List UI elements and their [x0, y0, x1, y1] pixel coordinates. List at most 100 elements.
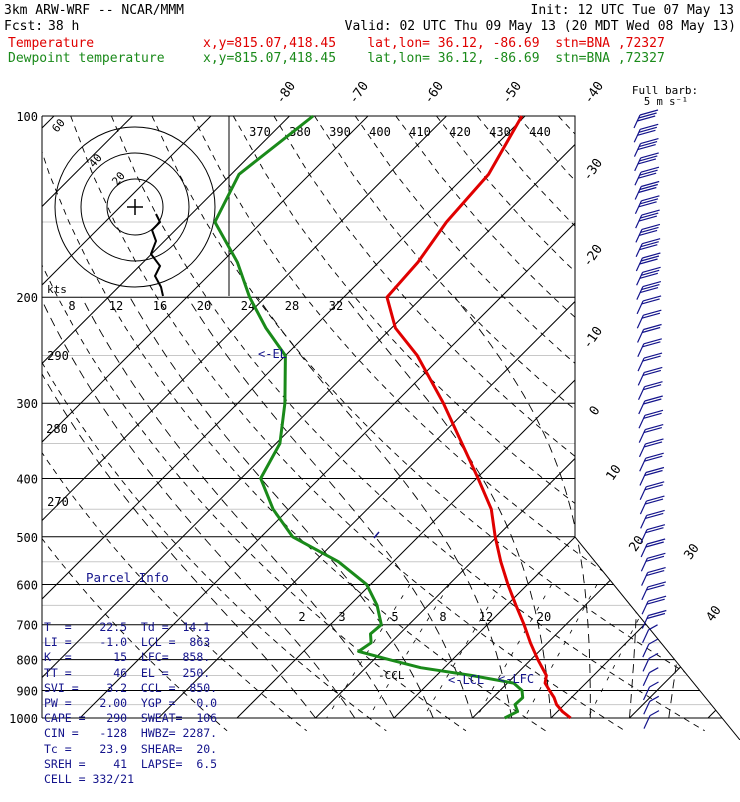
mixing-ratio-label: 20	[537, 610, 551, 624]
wind-barb-staff	[638, 372, 644, 385]
parcel-info-row: SREH = 41 LAPSE= 6.5	[44, 757, 230, 772]
wind-barb-flag	[639, 156, 657, 161]
hodograph-speed-label: 12	[109, 299, 123, 313]
wind-barb-flag	[644, 353, 662, 358]
wind-barb-flag	[640, 213, 658, 218]
wind-barb-flag	[641, 227, 659, 232]
wind-barb-staff	[636, 215, 642, 228]
wind-barb-staff	[637, 272, 643, 285]
moist-adiabat-line	[580, 297, 638, 718]
wind-barb-staff	[643, 644, 649, 657]
wind-barb-staff	[642, 573, 648, 586]
theta-label: 370	[249, 125, 271, 139]
wind-barb-flag	[650, 682, 659, 687]
hodograph-ring-label: 20	[109, 169, 127, 188]
wind-barb-flag	[638, 173, 656, 178]
wind-barb-flag	[638, 145, 656, 150]
theta-label: 290	[47, 349, 69, 363]
pressure-tick-label: 800	[16, 654, 38, 668]
ccl-marker: -CCL	[378, 669, 405, 682]
wind-barb-flag	[639, 202, 657, 207]
wind-barb-flag	[644, 339, 662, 344]
mixing-ratio-label: 2	[298, 610, 305, 624]
wind-barb-staff	[639, 387, 645, 400]
wind-barb-flag	[649, 668, 658, 673]
wind-barb-staff	[643, 630, 649, 643]
wind-barb-flag	[642, 328, 660, 333]
wind-barb-flag	[645, 396, 663, 401]
wind-barb-flag	[641, 256, 659, 261]
wind-barb-flag	[641, 167, 659, 172]
isotherm-label: -80	[273, 79, 299, 107]
isotherm-label: -10	[580, 324, 606, 352]
wind-barb-flag	[640, 139, 658, 144]
wind-barb-flag	[644, 413, 662, 418]
wind-barb-flag	[644, 442, 662, 447]
wind-barb-flag	[647, 525, 665, 530]
dry-adiabat-line	[436, 116, 740, 731]
wind-barb-flag	[640, 199, 658, 204]
wind-barb-flag	[643, 356, 661, 361]
wind-barb-staff	[636, 258, 642, 271]
wind-barb-staff	[635, 201, 641, 214]
dry-adiabat-line	[152, 116, 740, 731]
parcel-info-row: CELL = 332/21	[44, 772, 230, 787]
wind-barb-staff	[639, 430, 645, 443]
isotherm-label: 0	[587, 403, 604, 418]
isotherm-line	[394, 116, 740, 718]
dry-adiabat-line	[477, 116, 740, 731]
dry-adiabat-line	[396, 116, 740, 731]
theta-label: 410	[409, 125, 431, 139]
hodograph-units-label: kts	[47, 283, 67, 296]
pressure-tick-label: 700	[16, 619, 38, 633]
dry-adiabat-line	[640, 116, 740, 731]
wind-barb-flag	[642, 253, 660, 258]
parcel-info-row: CAPE = 290 SWEAT= 106	[44, 711, 230, 726]
wind-barb-flag	[646, 468, 664, 473]
wind-barb-staff	[634, 144, 640, 157]
wind-barb-flag	[639, 142, 657, 147]
wind-barb-flag	[647, 510, 665, 515]
mixing-ratio-label: 3	[338, 610, 345, 624]
pressure-tick-label: 100	[16, 110, 38, 124]
wind-barb-staff	[638, 358, 644, 371]
mixing-ratio-label: 8	[439, 610, 446, 624]
wind-barb-flag	[644, 325, 662, 330]
theta-label: 420	[449, 125, 471, 139]
hodograph-speed-label: 8	[68, 299, 75, 313]
isotherm-label: 40	[703, 603, 724, 624]
theta-label: 270	[47, 495, 69, 509]
dewpoint-line	[215, 116, 523, 718]
isotherm-line	[708, 116, 740, 718]
moist-adiabat-line	[669, 297, 702, 718]
parcel-info-row: T = 22.5 Td = 14.1	[44, 620, 230, 635]
hodograph-speed-label: 28	[285, 299, 299, 313]
mixing-ratio-line	[423, 584, 501, 718]
wind-barb-flag	[644, 367, 662, 372]
wind-barb-flag	[638, 188, 656, 193]
wind-barb-staff	[639, 444, 645, 457]
mixing-ratio-label: 5	[391, 610, 398, 624]
parcel-info-title: Parcel Info	[44, 570, 230, 585]
wind-barb-flag	[645, 485, 663, 490]
wind-barb-flag	[650, 711, 659, 716]
pressure-tick-label: 500	[16, 531, 38, 545]
isotherm-label: -60	[421, 79, 447, 107]
theta-label: 400	[369, 125, 391, 139]
wind-barb-flag	[643, 267, 661, 272]
wind-barb-flag	[643, 282, 661, 287]
mixing-ratio-label: 12	[479, 610, 493, 624]
wind-barb-flag	[639, 230, 657, 235]
wind-barb-staff	[636, 229, 642, 242]
wind-barb-flag	[646, 528, 664, 533]
wind-barb-flag	[645, 471, 663, 476]
dry-adiabat-line	[558, 116, 740, 731]
parcel-info-row: CIN = -128 HWBZ= 2287.	[44, 726, 230, 741]
wind-barb-staff	[639, 415, 645, 428]
isotherm-line	[551, 116, 740, 718]
wind-barb-flag	[640, 259, 658, 264]
parcel-info-row: TT = 46 EL = 250.	[44, 666, 230, 681]
wind-barb-flag	[642, 210, 660, 215]
theta-label: 390	[329, 125, 351, 139]
